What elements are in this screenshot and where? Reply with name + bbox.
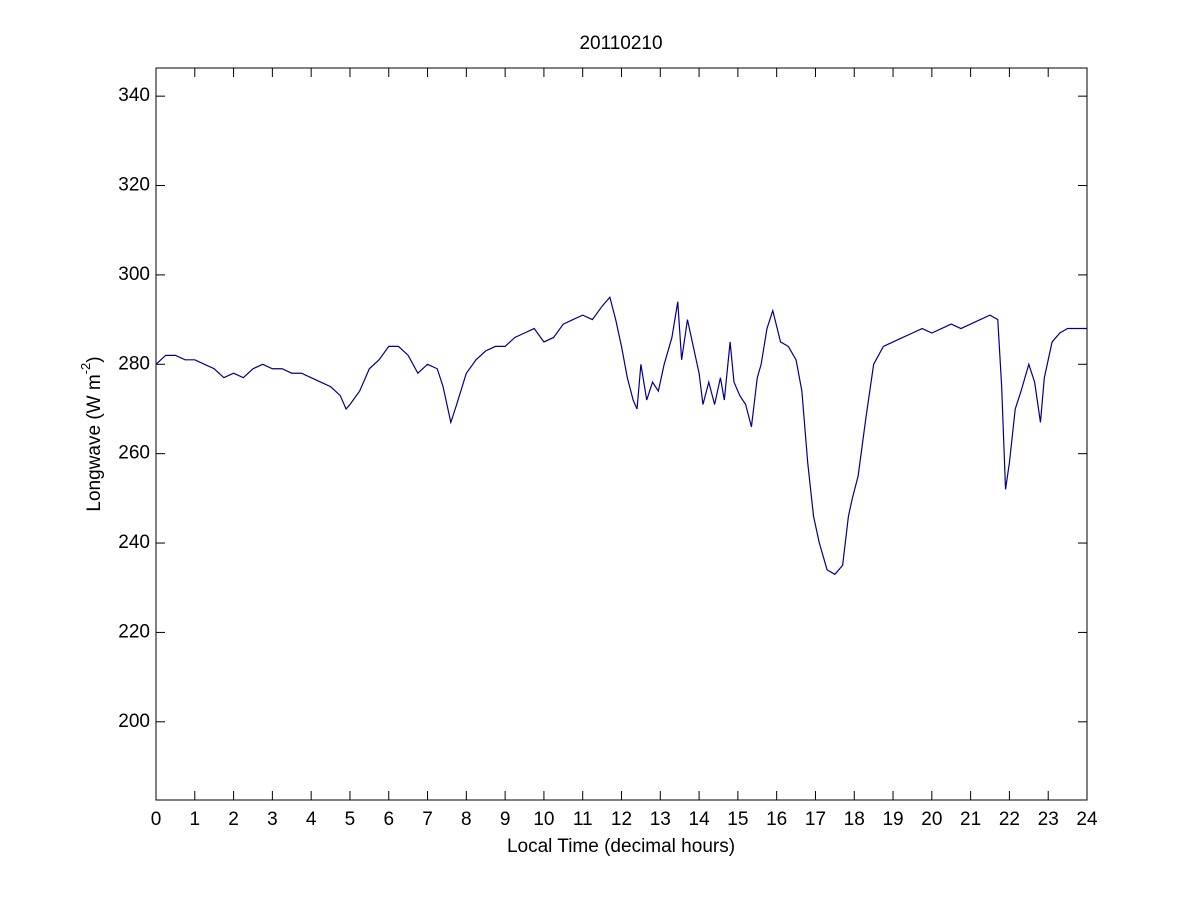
y-label-superscript: -2 — [78, 363, 93, 375]
y-tick-label: 340 — [118, 85, 150, 106]
x-tick-label: 6 — [383, 809, 394, 830]
x-tick-label: 21 — [960, 809, 981, 830]
y-tick-label: 220 — [118, 621, 150, 642]
x-tick-label: 7 — [422, 809, 433, 830]
x-tick-label: 8 — [461, 809, 472, 830]
y-tick-label: 200 — [118, 711, 150, 732]
x-tick-label: 22 — [999, 809, 1020, 830]
x-tick-label: 12 — [611, 809, 632, 830]
x-tick-label: 4 — [306, 809, 317, 830]
y-tick-label: 320 — [118, 175, 150, 196]
x-tick-label: 0 — [151, 809, 162, 830]
x-tick-label: 17 — [805, 809, 826, 830]
y-label-suffix: ) — [84, 356, 105, 362]
x-tick-label: 2 — [228, 809, 239, 830]
x-tick-label: 23 — [1038, 809, 1059, 830]
x-tick-label: 11 — [573, 809, 593, 830]
x-tick-label: 14 — [689, 809, 711, 830]
x-tick-label: 9 — [500, 809, 511, 830]
x-tick-label: 24 — [1076, 809, 1098, 830]
x-tick-label: 19 — [882, 809, 903, 830]
x-tick-label: 10 — [533, 809, 554, 830]
y-tick-label: 300 — [118, 264, 150, 285]
x-tick-label: 13 — [650, 809, 671, 830]
y-axis-label: Longwave (W m-2) — [78, 356, 105, 511]
y-label-text: Longwave (W m — [84, 374, 105, 511]
chart-title: 20110210 — [579, 33, 662, 54]
y-tick-label: 280 — [118, 353, 150, 374]
y-tick-label: 240 — [118, 532, 150, 553]
x-tick-label: 15 — [727, 809, 748, 830]
x-tick-label: 5 — [345, 809, 356, 830]
x-tick-label: 16 — [766, 809, 787, 830]
plot-box — [155, 67, 1088, 801]
x-axis-label: Local Time (decimal hours) — [507, 836, 735, 857]
x-tick-label: 3 — [267, 809, 278, 830]
x-tick-label: 20 — [921, 809, 942, 830]
data-line — [155, 295, 1087, 576]
x-tick-label: 18 — [844, 809, 865, 830]
y-tick-label: 260 — [118, 443, 150, 464]
x-tick-label: 1 — [190, 809, 201, 830]
